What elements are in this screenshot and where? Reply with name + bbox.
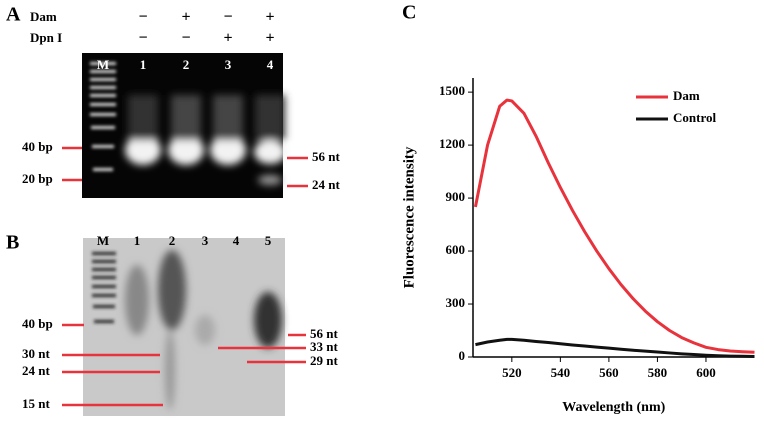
panel-label: C (402, 2, 416, 24)
lane-label: 4 (267, 57, 274, 72)
series-line (475, 337, 755, 358)
lane-label: 2 (169, 233, 176, 248)
marker-label: 24 nt (22, 363, 50, 378)
panel-label: B (6, 232, 19, 254)
sign: − (138, 30, 147, 47)
gel-a-image (82, 53, 286, 198)
x-tick-label: 560 (599, 365, 619, 380)
y-tick-label: 900 (446, 189, 466, 204)
x-axis-label: Wavelength (nm) (562, 400, 665, 415)
lane-label: M (97, 233, 109, 248)
legend-label: Dam (673, 88, 700, 103)
marker-label: 15 nt (22, 396, 50, 411)
lane-label: 4 (233, 233, 240, 248)
series-line (473, 98, 755, 354)
marker-label: 24 nt (312, 177, 340, 192)
y-tick-label: 0 (459, 348, 466, 363)
sign: + (265, 30, 274, 47)
row-label: Dam (30, 9, 57, 24)
marker-label: 33 nt (310, 339, 338, 354)
x-tick-label: 600 (696, 365, 716, 380)
x-tick-label: 520 (502, 365, 522, 380)
sign: + (181, 9, 190, 26)
sign: − (181, 30, 190, 47)
lane-label: 3 (225, 57, 232, 72)
marker-label: 40 bp (22, 139, 53, 154)
marker-label: 56 nt (312, 149, 340, 164)
gel-b-image (83, 238, 285, 416)
marker-label: 40 bp (22, 316, 53, 331)
lane-label: 1 (140, 57, 147, 72)
lane-label: 1 (134, 233, 141, 248)
y-tick-label: 300 (446, 295, 466, 310)
lane-label: 5 (265, 233, 272, 248)
sign: + (223, 30, 232, 47)
marker-label: 30 nt (22, 346, 50, 361)
lane-label: 3 (202, 233, 209, 248)
y-tick-label: 1200 (439, 136, 465, 151)
panel-label: A (6, 4, 21, 26)
row-label: Dpn I (30, 30, 62, 45)
sign: − (223, 9, 232, 26)
x-tick-label: 580 (648, 365, 668, 380)
lane-label: M (97, 57, 109, 72)
lane-label: 2 (183, 57, 190, 72)
y-tick-label: 600 (446, 242, 466, 257)
sign: + (265, 9, 274, 26)
y-axis-label: Fluorescence intensity (401, 146, 417, 288)
marker-label: 56 nt (310, 326, 338, 341)
y-tick-label: 1500 (439, 83, 465, 98)
marker-label: 29 nt (310, 353, 338, 368)
legend-label: Control (673, 110, 716, 125)
x-tick-label: 540 (551, 365, 571, 380)
sign: − (138, 9, 147, 26)
marker-label: 20 bp (22, 171, 53, 186)
